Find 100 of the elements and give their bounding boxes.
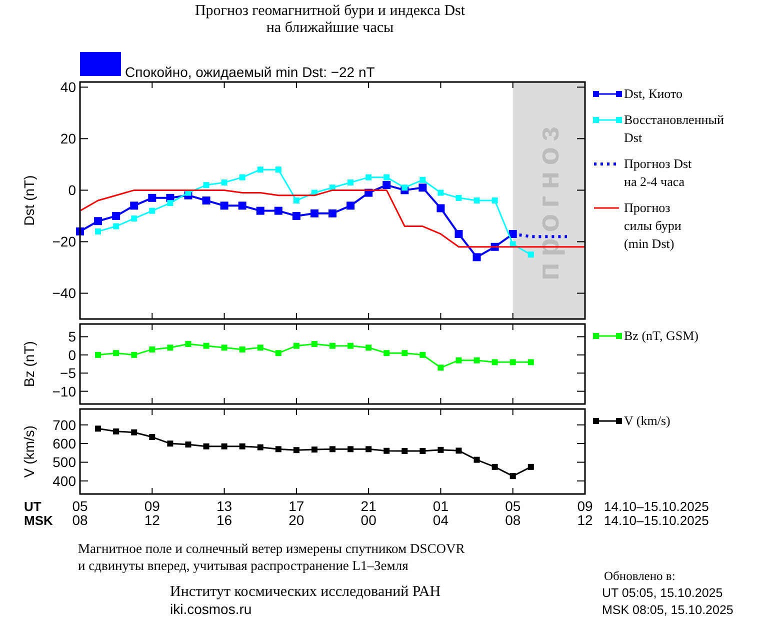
x-tick-label: 13: [216, 498, 232, 514]
x-tick-label: 01: [432, 498, 449, 514]
point: [528, 464, 534, 470]
text: MSK 08:05, 15.10.2025: [602, 603, 734, 617]
point: [402, 184, 408, 191]
point: [221, 179, 228, 186]
point: [167, 344, 174, 351]
y-axis-title: V (km/s): [21, 425, 37, 478]
text: Институт космических исследований РАН: [170, 584, 441, 600]
point: [382, 181, 391, 190]
point: [257, 166, 264, 173]
point: [348, 179, 354, 186]
point: [456, 448, 462, 454]
x2-tick-label: 12: [577, 512, 593, 528]
point: [348, 446, 354, 452]
y-tick-label: 600: [52, 436, 76, 452]
legend-label: Dst, Киото: [624, 86, 683, 101]
point: [293, 198, 300, 204]
y-tick-label: 5: [68, 328, 76, 345]
x2-tick-label: 16: [216, 512, 232, 528]
text: 14.10–15.10.2025: [604, 513, 709, 528]
x2-tick-label: 12: [144, 512, 160, 528]
y-axis-title: Bz (nT): [21, 341, 37, 387]
point: [438, 446, 444, 453]
point: [310, 209, 318, 218]
point: [420, 448, 426, 454]
point: [239, 443, 246, 450]
point: [384, 350, 390, 356]
point: [474, 357, 480, 364]
point: [113, 428, 120, 434]
x-tick-label: 09: [144, 498, 160, 514]
point: [436, 204, 445, 212]
point: [94, 217, 102, 226]
point: [257, 344, 264, 351]
point: [238, 202, 246, 210]
point: [311, 446, 318, 453]
text: UT 05:05, 15.10.2025: [602, 586, 723, 600]
point: [384, 174, 390, 180]
point: [474, 456, 480, 463]
point: [130, 202, 138, 210]
point: [220, 202, 228, 210]
point: [203, 443, 210, 450]
x2-tick-label: 00: [360, 512, 377, 528]
y-tick-label: −20: [52, 234, 76, 250]
point: [274, 206, 282, 215]
point: [256, 206, 264, 215]
point: [293, 342, 300, 349]
point: [528, 359, 534, 366]
point: [239, 346, 246, 352]
y-tick-label: 400: [52, 472, 76, 489]
point: [239, 174, 246, 180]
y-tick-label: −40: [52, 285, 76, 302]
point: [112, 212, 120, 220]
point: [292, 212, 300, 220]
point: [346, 202, 355, 210]
point: [330, 342, 336, 349]
x-axis-title: UT: [24, 499, 42, 514]
y-tick-label: 0: [68, 346, 76, 363]
y-tick-label: 500: [52, 454, 76, 470]
point: [418, 184, 427, 192]
point: [454, 230, 463, 238]
x-tick-label: 17: [288, 498, 304, 514]
text: 14.10–15.10.2025: [604, 499, 709, 514]
point: [492, 464, 498, 470]
point: [293, 447, 300, 454]
text: iki.cosmos.ru: [170, 601, 252, 617]
point: [330, 446, 336, 452]
y-axis-title: Dst (nT): [21, 175, 37, 226]
point: [472, 253, 481, 262]
point: [366, 344, 372, 351]
text: Спокойно, ожидаемый min Dst: −22 nT: [125, 64, 376, 80]
point: [167, 200, 174, 206]
point: [113, 223, 120, 230]
x-tick-label: 05: [72, 498, 88, 514]
point: [275, 166, 282, 173]
point: [221, 443, 228, 450]
point: [149, 208, 156, 214]
y-tick-label: 700: [52, 416, 76, 433]
point: [95, 228, 102, 234]
point: [492, 198, 498, 204]
text: и сдвинуты вперед, учитывая распространение L1–Земля: [78, 558, 408, 573]
legend-label: Bz (nT, GSM): [624, 328, 699, 343]
x2-tick-label: 04: [432, 512, 449, 528]
point: [438, 190, 444, 196]
point: [95, 426, 102, 432]
y-tick-label: −10: [52, 383, 76, 400]
point: [202, 196, 210, 204]
point: [275, 446, 282, 452]
x-tick-label: 05: [505, 498, 521, 514]
y-tick-label: 20: [60, 130, 76, 147]
point: [402, 350, 408, 356]
text: Магнитное поле и солнечный ветер измерены спутником DSCOVR: [78, 541, 465, 556]
point: [420, 176, 426, 183]
point: [510, 359, 516, 366]
point: [528, 252, 534, 258]
text: Обновлено в:: [604, 569, 676, 583]
point: [492, 359, 498, 366]
point: [131, 429, 138, 436]
point: [402, 448, 408, 454]
x-tick-label: 09: [577, 498, 593, 514]
